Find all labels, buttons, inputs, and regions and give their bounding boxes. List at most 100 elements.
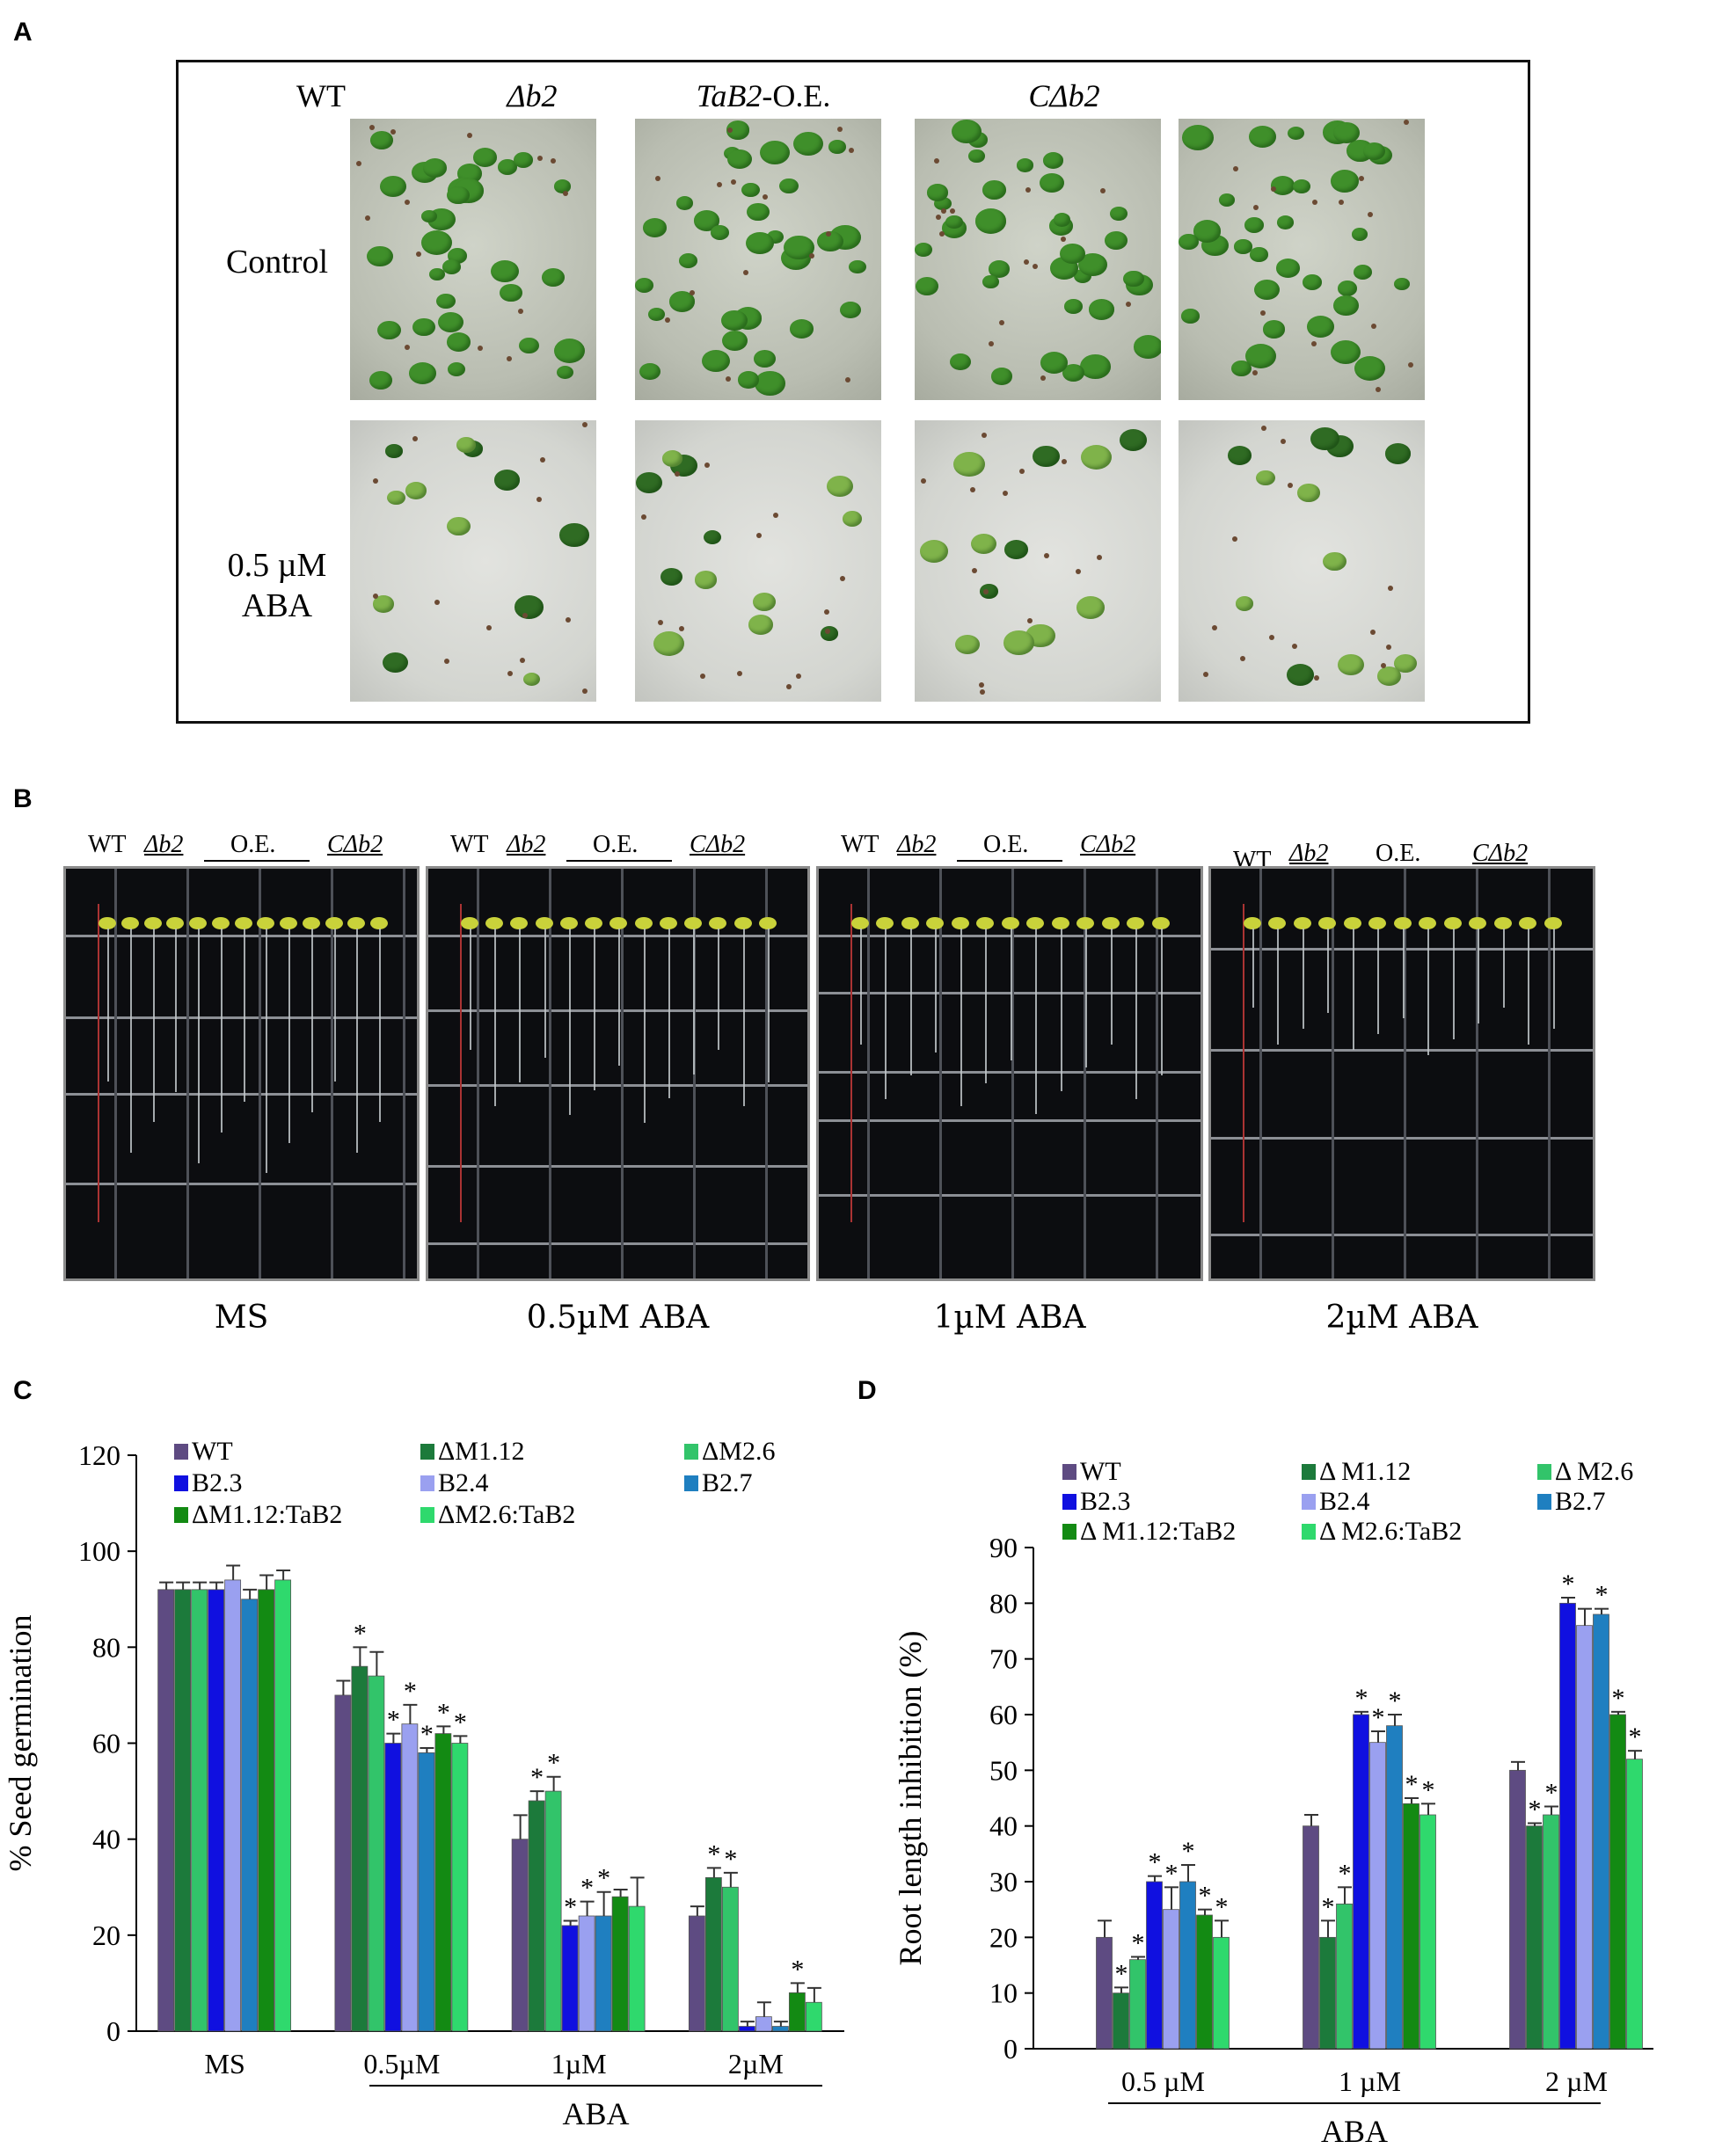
bar: [1543, 1814, 1559, 2050]
panel-b-caption-1um-aba: 1µM ABA: [933, 1300, 1086, 1336]
bar: [451, 1743, 469, 2032]
significance-star: *: [1562, 1570, 1575, 1599]
legend-swatch: [174, 1475, 188, 1491]
bar: [595, 1915, 612, 2032]
panel-b-photo-0-5um-aba: [426, 866, 810, 1281]
bar: [1526, 1825, 1543, 2050]
significance-star: *: [1339, 1859, 1352, 1888]
significance-star: *: [404, 1677, 417, 1706]
bar: [704, 1876, 722, 2032]
x-tick-label: 2 µM: [1545, 2065, 1608, 2097]
bar: [1559, 1602, 1576, 2050]
legend-label: Δ M1.12: [1319, 1457, 1411, 1486]
photo-aba-tab2-oe: [915, 420, 1161, 702]
legend-swatch: [1302, 1524, 1316, 1540]
bar: [738, 2026, 755, 2032]
significance-star: *: [564, 1892, 577, 1921]
bar: [721, 1886, 739, 2032]
legend-label: Δ M2.6:TaB2: [1319, 1517, 1462, 1546]
legend-swatch: [684, 1475, 698, 1491]
col-header-tab2-suffix: -O.E.: [762, 78, 831, 113]
bar: [1129, 1959, 1146, 2050]
significance-star: *: [1165, 1859, 1179, 1888]
significance-star: *: [420, 1720, 434, 1749]
x-tick-label: 1 µM: [1339, 2065, 1401, 2097]
x-tick-label: 1µM: [551, 2048, 607, 2080]
significance-star: *: [1389, 1686, 1402, 1715]
legend-label: ΔM2.6:TaB2: [438, 1500, 575, 1529]
y-tick-label: 80: [92, 1631, 120, 1663]
bar: [1609, 1714, 1626, 2050]
legend-swatch: [1062, 1464, 1076, 1480]
y-tick-label: 20: [92, 1919, 120, 1951]
significance-star: *: [1405, 1770, 1419, 1799]
bar: [1146, 1881, 1163, 2050]
significance-star: *: [597, 1864, 610, 1893]
bar: [1386, 1725, 1403, 2050]
legend-swatch: [1302, 1464, 1316, 1480]
y-tick-label: 10: [989, 1978, 1018, 2009]
significance-star: *: [1182, 1837, 1195, 1866]
legend-swatch: [1537, 1494, 1551, 1510]
bar: [1179, 1881, 1196, 2050]
x-axis-label: ABA: [562, 2096, 629, 2131]
panel-b-oe-underline: [957, 860, 1062, 862]
significance-star: *: [1372, 1703, 1385, 1732]
bar: [1113, 1992, 1129, 2050]
bar: [628, 1905, 646, 2032]
y-tick-label: 60: [92, 1728, 120, 1759]
bar: [1419, 1814, 1436, 2050]
significance-star: *: [1422, 1775, 1435, 1804]
legend-swatch: [1062, 1494, 1076, 1510]
legend-swatch: [1537, 1464, 1551, 1480]
bar: [274, 1579, 292, 2032]
photo-control-c-delta-b2: [1179, 119, 1425, 400]
bar: [1336, 1903, 1353, 2050]
bar: [1096, 1936, 1113, 2050]
y-tick-label: 100: [78, 1535, 120, 1567]
col-header-tab2-gene: TaB2: [696, 78, 763, 113]
significance-star: *: [1629, 1723, 1642, 1752]
bar: [1403, 1803, 1419, 2050]
legend-label: B2.3: [192, 1468, 243, 1497]
panel-b-0-5um-aba-header-c-delta-b2: CΔb2: [690, 831, 746, 858]
bar: [1196, 1914, 1213, 2050]
legend-label: ΔM2.6: [702, 1437, 775, 1466]
row-header-control: Control: [225, 244, 329, 280]
legend-label: ΔM1.12: [438, 1437, 524, 1466]
bar: [418, 1752, 435, 2032]
panel-b-1um-aba-header-delta-b2: Δb2: [897, 831, 937, 858]
significance-star: *: [1595, 1581, 1609, 1610]
bar: [241, 1599, 259, 2032]
y-tick-label: 30: [989, 1866, 1018, 1897]
bar: [401, 1723, 419, 2032]
y-tick-label: 40: [989, 1810, 1018, 1842]
x-axis-label: ABA: [1321, 2114, 1388, 2149]
significance-star: *: [1612, 1684, 1625, 1713]
significance-star: *: [1149, 1848, 1162, 1877]
legend-label: B2.7: [1555, 1487, 1606, 1516]
legend-swatch: [420, 1475, 434, 1491]
bar: [434, 1733, 452, 2032]
col-header-wt: WT: [296, 78, 346, 113]
y-tick-label: 120: [78, 1439, 120, 1471]
legend-label: B2.3: [1080, 1487, 1131, 1516]
significance-star: *: [580, 1874, 594, 1903]
row-header-aba-conc: 0.5 µM: [227, 547, 327, 584]
legend-label: B2.4: [438, 1468, 489, 1497]
legend-label: B2.4: [1319, 1487, 1370, 1516]
bar: [1576, 1625, 1593, 2050]
panel-a-frame: [176, 60, 1530, 724]
legend-label: Δ M2.6: [1555, 1457, 1633, 1486]
y-tick-label: 0: [106, 2015, 120, 2047]
panel-b-oe-underline: [566, 860, 672, 862]
bar: [157, 1589, 175, 2032]
panel-b-ms-header-c-delta-b2: CΔb2: [327, 831, 383, 858]
significance-star: *: [1545, 1779, 1558, 1808]
panel-b-0-5um-aba-header-delta-b2: Δb2: [507, 831, 546, 858]
legend-swatch: [1302, 1494, 1316, 1510]
significance-star: *: [1355, 1684, 1368, 1713]
bar: [544, 1790, 562, 2032]
panel-a-letter: A: [13, 18, 33, 47]
